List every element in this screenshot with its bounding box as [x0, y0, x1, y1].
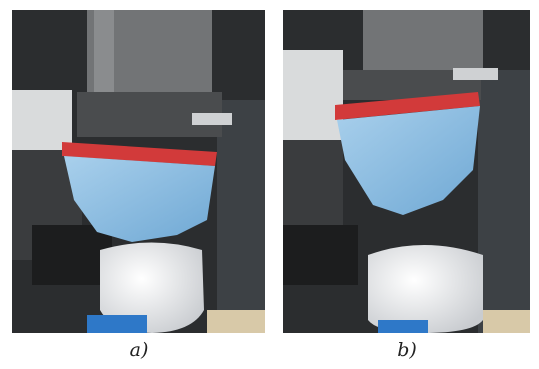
photo-b [283, 10, 530, 333]
panel-label: b) [397, 339, 417, 361]
panel-label: a) [130, 339, 149, 361]
page: a) b) (() => { const data = JSON.parse(d… [0, 0, 539, 369]
figure: a) b) [0, 0, 539, 369]
photo-a [12, 10, 265, 333]
